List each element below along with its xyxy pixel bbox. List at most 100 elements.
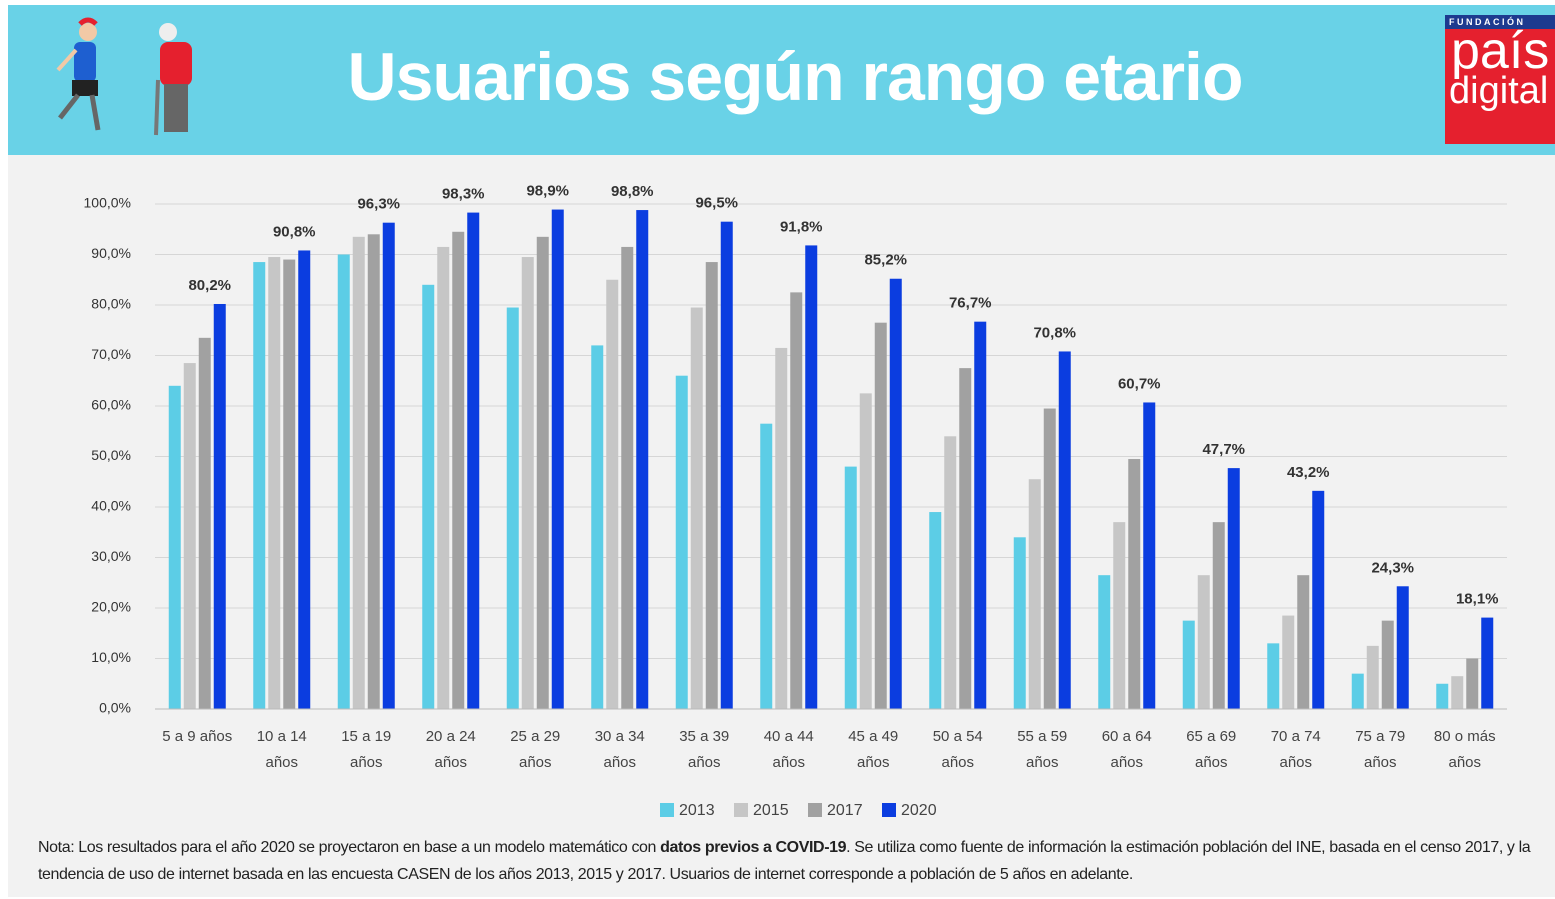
y-tick-label: 100,0% xyxy=(84,195,131,211)
bar xyxy=(367,234,380,710)
note-text: Nota: Los resultados para el año 2020 se… xyxy=(38,839,661,856)
bar xyxy=(591,345,604,709)
bar xyxy=(1197,575,1210,709)
data-label: 24,3% xyxy=(1371,559,1414,576)
bar xyxy=(720,221,733,710)
bar xyxy=(452,231,465,709)
y-tick-label: 80,0% xyxy=(91,296,131,312)
x-tick-label: 40 a 44 años xyxy=(763,728,814,771)
bar xyxy=(705,262,718,709)
runner-icon xyxy=(56,17,101,131)
data-label: 60,7% xyxy=(1118,375,1161,392)
y-tick-label: 90,0% xyxy=(91,245,131,261)
bar xyxy=(790,292,803,709)
legend-label: 2013 xyxy=(679,802,715,819)
x-tick-label: 5 a 9 años xyxy=(162,728,233,745)
y-tick-label: 50,0% xyxy=(91,447,131,463)
legend-label: 2017 xyxy=(827,802,863,819)
logo-line: digital xyxy=(1449,70,1549,112)
bar xyxy=(1043,408,1056,709)
bar xyxy=(1028,479,1041,709)
bar xyxy=(168,385,181,709)
data-label: 98,3% xyxy=(442,186,485,203)
bar xyxy=(675,375,688,709)
x-tick-label: 20 a 24 años xyxy=(425,728,476,771)
bar xyxy=(1212,522,1225,709)
bar xyxy=(775,347,788,709)
data-label: 98,9% xyxy=(526,183,569,200)
x-tick-label: 10 a 14 años xyxy=(256,728,307,771)
title: Usuarios según rango etario xyxy=(347,39,1244,115)
bar xyxy=(1481,617,1494,709)
bar xyxy=(382,222,395,709)
bar xyxy=(1267,643,1280,709)
x-tick-label: 45 a 49 años xyxy=(848,728,899,771)
bar xyxy=(606,279,619,709)
legend-label: 2020 xyxy=(901,802,937,819)
data-label: 90,8% xyxy=(273,223,316,240)
bar xyxy=(959,368,972,709)
x-tick-label: 50 a 54 años xyxy=(932,728,983,771)
bar xyxy=(437,246,450,710)
bar xyxy=(760,423,773,709)
bar xyxy=(859,393,872,709)
bar xyxy=(1297,575,1310,709)
bar xyxy=(422,284,435,709)
data-label: 76,7% xyxy=(949,295,992,312)
bar xyxy=(551,209,564,709)
data-label: 96,5% xyxy=(695,195,738,212)
bar xyxy=(889,278,902,709)
bar xyxy=(844,466,857,709)
x-tick-label: 70 a 74 años xyxy=(1270,728,1321,771)
y-tick-label: 10,0% xyxy=(91,649,131,665)
bar xyxy=(929,512,942,709)
bar xyxy=(874,322,887,709)
data-label: 85,2% xyxy=(864,252,907,269)
data-label: 98,8% xyxy=(611,183,654,200)
bar xyxy=(298,250,311,709)
elder-icon xyxy=(154,23,192,136)
data-label: 96,3% xyxy=(357,196,400,213)
bar xyxy=(283,259,296,709)
data-label: 18,1% xyxy=(1456,591,1499,608)
x-tick-label: 35 a 39 años xyxy=(679,728,730,771)
bar xyxy=(467,212,480,709)
data-label: 47,7% xyxy=(1202,441,1245,458)
bar xyxy=(636,210,649,709)
x-tick-label: 15 a 19 años xyxy=(341,728,392,771)
bar xyxy=(268,257,281,709)
bar xyxy=(1451,676,1464,709)
x-tick-label: 30 a 34 años xyxy=(594,728,645,771)
bar xyxy=(1113,522,1126,709)
bar xyxy=(1351,673,1364,709)
header xyxy=(8,5,1555,155)
bar xyxy=(1312,490,1325,709)
bar xyxy=(506,307,519,709)
note-text: . Se utiliza como fuente de información … xyxy=(38,839,1531,883)
bar xyxy=(1436,683,1449,709)
y-tick-label: 70,0% xyxy=(91,346,131,362)
data-label: 43,2% xyxy=(1287,464,1330,481)
bar xyxy=(974,321,987,709)
bar xyxy=(1143,402,1156,709)
data-label: 70,8% xyxy=(1033,324,1076,341)
x-tick-label: 60 a 64 años xyxy=(1101,728,1152,771)
bar xyxy=(253,262,266,709)
bar xyxy=(337,254,350,709)
bar xyxy=(1013,537,1026,709)
bar xyxy=(1227,468,1240,709)
bar xyxy=(1381,620,1394,709)
bar xyxy=(352,236,365,709)
bar xyxy=(1396,586,1409,709)
bar xyxy=(1058,351,1071,709)
logo-top: FUNDACIÓN xyxy=(1445,15,1555,29)
bar xyxy=(944,436,957,709)
bar xyxy=(521,257,534,709)
note: Nota: Los resultados para el año 2020 se… xyxy=(38,834,1538,888)
data-label: 91,8% xyxy=(780,218,823,235)
legend-swatch xyxy=(734,803,748,817)
bar xyxy=(690,307,703,709)
x-tick-label: 25 a 29 años xyxy=(510,728,561,771)
